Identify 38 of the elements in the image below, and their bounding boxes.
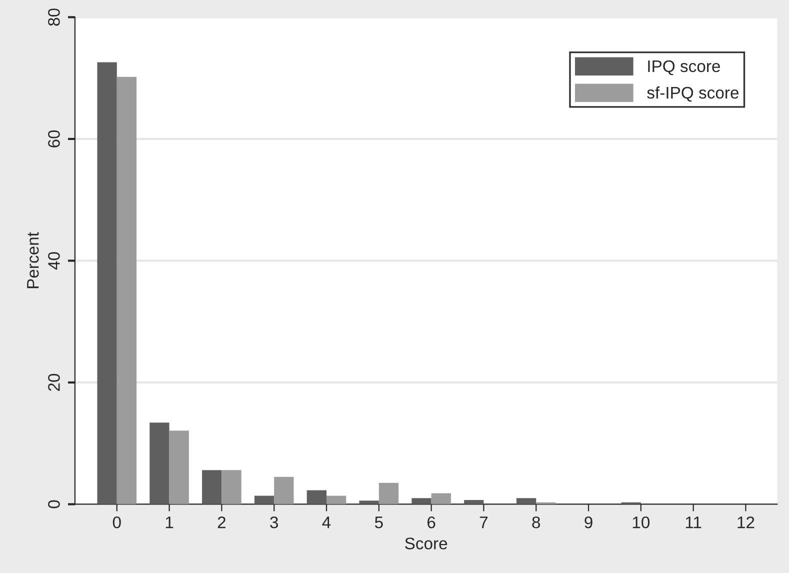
x-tick-label: 12	[738, 516, 754, 528]
x-tick-label: 5	[374, 516, 383, 528]
y-axis-title: Percent	[27, 232, 39, 288]
bar	[254, 496, 274, 504]
x-tick-label: 4	[322, 516, 331, 528]
bar	[222, 470, 242, 504]
y-tick-label: 20	[48, 374, 60, 391]
bar	[359, 500, 379, 504]
x-tick-label: 0	[112, 516, 121, 528]
bar	[150, 422, 170, 504]
x-tick-label: 3	[270, 516, 278, 528]
legend-label: sf-IPQ score	[647, 86, 739, 102]
x-tick-label: 9	[584, 516, 592, 528]
bar	[431, 493, 451, 504]
legend-label: IPQ score	[648, 60, 720, 76]
bar	[169, 430, 189, 504]
x-tick-label: 6	[428, 516, 436, 528]
y-tick-label: 0	[48, 500, 60, 508]
x-tick-label: 8	[532, 516, 540, 528]
bar	[97, 62, 117, 504]
x-axis-title: Score	[405, 538, 448, 550]
y-tick-label: 80	[48, 8, 60, 26]
bar	[202, 470, 222, 504]
bar	[464, 500, 484, 504]
bar	[306, 490, 326, 504]
x-tick-label: 10	[632, 516, 650, 528]
bar	[274, 476, 294, 504]
bar	[378, 482, 399, 504]
bar	[412, 498, 432, 504]
x-tick-label: 7	[480, 516, 488, 528]
bar	[116, 76, 137, 504]
bar	[516, 498, 536, 504]
x-tick-label: 1	[166, 516, 174, 528]
y-tick-label: 40	[48, 252, 60, 270]
x-tick-label: 2	[218, 516, 226, 528]
bar	[326, 496, 346, 504]
x-tick-label: 11	[686, 516, 702, 528]
y-tick-label: 60	[48, 130, 60, 148]
